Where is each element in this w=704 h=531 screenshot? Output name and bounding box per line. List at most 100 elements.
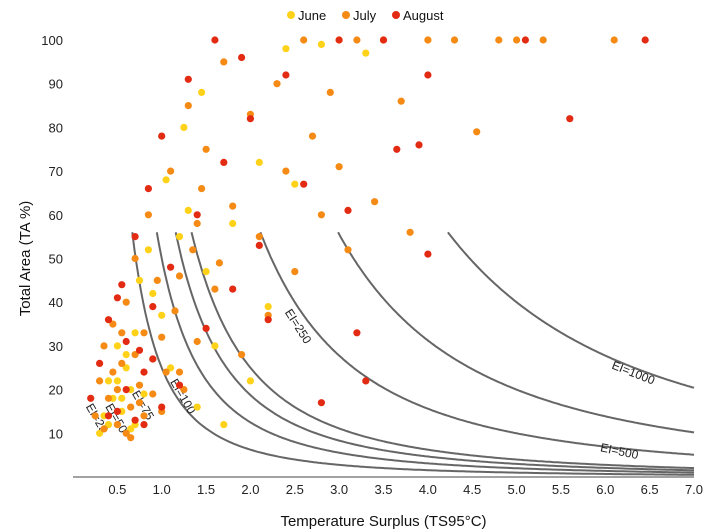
data-point [171,307,179,315]
data-point [282,45,290,53]
data-point [513,36,521,44]
data-point [140,390,148,398]
x-tick-label: 6.5 [641,482,659,497]
data-point [131,351,139,359]
data-point [211,342,219,350]
data-point [353,36,361,44]
data-point [180,386,188,394]
data-point [175,381,184,389]
data-point [122,364,130,372]
ei-curve-label: EI=1000 [610,358,657,388]
data-point [140,329,148,337]
data-point [300,180,308,188]
data-point [246,377,254,385]
data-point [473,128,481,136]
data-point [566,115,574,123]
y-tick-label: 30 [49,339,63,354]
data-point [246,115,254,123]
data-point [158,311,166,319]
data-point [162,176,170,184]
x-tick-label: 6.0 [596,482,614,497]
data-point [220,158,228,166]
data-point [450,36,459,44]
data-point [96,429,104,437]
data-point [104,316,113,324]
data-point [193,211,201,219]
x-tick-label: 5.5 [552,482,570,497]
legend-marker [392,11,400,19]
x-tick-label: 0.5 [108,482,126,497]
data-point [175,368,184,376]
x-axis-title: Temperature Surplus (TS95°C) [280,513,486,530]
data-point [167,364,175,372]
data-point [393,145,401,153]
data-point [175,272,184,280]
x-tick-label: 4.5 [463,482,481,497]
data-point [362,49,370,57]
y-tick-label: 10 [49,426,63,441]
ei-curve [447,231,695,389]
data-point [113,377,121,385]
ei-curve [190,232,695,470]
data-point [406,228,414,236]
data-point [495,36,503,44]
data-point [282,71,290,79]
data-point [211,36,219,44]
data-point [344,206,352,214]
data-point [104,377,113,385]
data-point [122,429,130,437]
data-point [127,425,135,433]
data-point [162,368,170,376]
data-point [424,36,432,44]
data-point [135,276,144,284]
data-point [87,394,95,402]
ei-curve [131,232,694,476]
data-point [144,246,152,254]
data-point [149,355,157,363]
data-point [118,359,126,367]
legend-label: June [298,8,326,23]
data-point [317,211,325,219]
y-tick-label: 100 [41,33,63,48]
data-point [113,421,121,429]
data-point [641,36,649,44]
data-point [415,141,423,149]
data-point [158,333,166,341]
data-point [149,390,157,398]
x-tick-label: 7.0 [685,482,703,497]
data-point [127,403,135,411]
data-point [193,219,201,228]
data-point [131,233,139,241]
x-tick-label: 3.5 [374,482,392,497]
data-point [104,394,113,402]
legend: June July August [287,8,444,23]
data-point [122,386,130,394]
data-point [184,102,192,110]
data-point [335,163,343,171]
data-point [167,263,175,271]
data-point [198,185,206,193]
data-point [202,324,210,332]
data-point [109,320,117,328]
data-point [140,412,148,420]
data-point [317,399,325,407]
data-point [215,259,223,267]
data-point [291,268,299,276]
data-point [113,294,121,302]
ei-curve-label: EI=500 [599,440,640,462]
data-point [113,386,121,394]
x-tick-label: 1.0 [153,482,171,497]
data-point [362,377,370,385]
data-point [96,359,104,367]
data-point [300,36,308,44]
data-point [100,342,108,350]
ei-curve [337,231,695,434]
ei-curve [155,232,694,474]
data-point [371,198,379,206]
data-point [127,434,135,442]
data-point [202,145,210,153]
data-point [118,281,126,289]
x-tick-label: 2.5 [286,482,304,497]
ei-curve-label: EI=250 [282,306,315,346]
